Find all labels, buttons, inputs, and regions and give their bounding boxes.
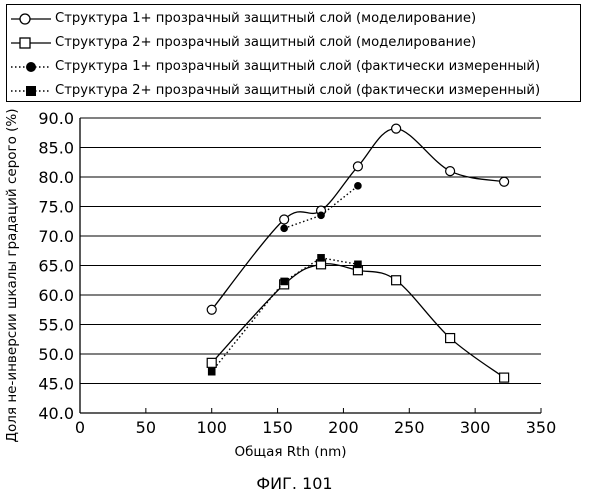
- data-point: [392, 276, 401, 285]
- data-point: [280, 215, 289, 224]
- data-point: [392, 124, 401, 133]
- data-point: [353, 162, 362, 171]
- x-axis-label: Общая Rth (nm): [234, 444, 346, 460]
- x-tick-label: 100: [196, 418, 227, 437]
- data-point: [208, 368, 216, 376]
- x-tick-label: 150: [262, 418, 293, 437]
- y-tick-label: 50.0: [38, 345, 74, 364]
- x-tick-label: 200: [328, 418, 359, 437]
- data-point: [446, 167, 455, 176]
- series-line: [212, 264, 504, 378]
- data-point: [500, 177, 509, 186]
- data-point: [280, 278, 288, 286]
- y-tick-label: 85.0: [38, 139, 74, 158]
- y-tick-label: 90.0: [38, 109, 74, 128]
- y-tick-label: 65.0: [38, 257, 74, 276]
- x-tick-label: 300: [460, 418, 491, 437]
- figure-caption: ФИГ. 101: [0, 474, 589, 493]
- y-tick-label: 45.0: [38, 375, 74, 394]
- series-line: [212, 258, 358, 372]
- x-tick-label: 0: [75, 418, 85, 437]
- y-axis-label: Доля не-инверсии шкалы градаций серого (…: [4, 108, 20, 442]
- y-tick-label: 70.0: [38, 227, 74, 246]
- data-point: [280, 225, 288, 233]
- y-tick-label: 60.0: [38, 286, 74, 305]
- y-tick-label: 40.0: [38, 404, 74, 423]
- y-tick-label: 75.0: [38, 198, 74, 217]
- y-tick-label: 55.0: [38, 316, 74, 335]
- x-tick-label: 350: [526, 418, 557, 437]
- x-tick-label: 250: [394, 418, 425, 437]
- data-point: [207, 358, 216, 367]
- series-line: [212, 129, 504, 310]
- data-point: [354, 261, 362, 269]
- data-point: [354, 182, 362, 190]
- x-tick-label: 50: [136, 418, 156, 437]
- y-tick-label: 80.0: [38, 168, 74, 187]
- data-point: [207, 305, 216, 314]
- data-point: [317, 254, 325, 262]
- data-point: [500, 373, 509, 382]
- data-point: [317, 212, 325, 220]
- data-point: [446, 334, 455, 343]
